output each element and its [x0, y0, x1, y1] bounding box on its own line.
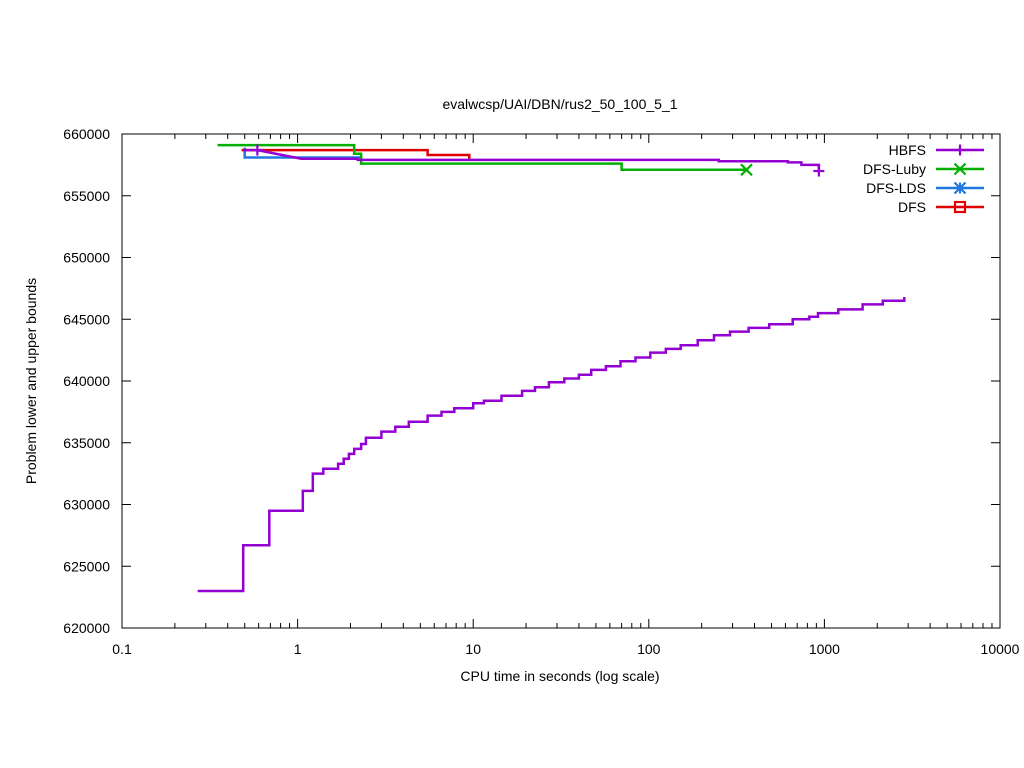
legend-marker-dfs-box: [953, 200, 967, 214]
y-axis-label: Problem lower and upper bounds: [23, 278, 39, 484]
legend-marker-dfs-luby: [953, 162, 967, 176]
legend-marker-dfs: [953, 200, 967, 214]
legend-marker-dfs-lds: [953, 181, 967, 195]
legend-label-dfs-lds: DFS-LDS: [866, 180, 926, 196]
y-tick-label: 620000: [63, 620, 110, 636]
y-tick-label: 640000: [63, 373, 110, 389]
x-tick-label: 10000: [981, 641, 1020, 657]
series-marker-dfs-luby-d2: [740, 163, 753, 177]
legend: HBFS DFS-Luby DFS-LDS DFS: [863, 142, 984, 215]
x-tick-label: 1: [294, 641, 302, 657]
series-hbfs: [197, 144, 906, 593]
series-layer: [197, 143, 906, 593]
x-tick-label: 0.1: [112, 641, 132, 657]
legend-label-dfs: DFS: [898, 199, 926, 215]
series-line-hbfs: [243, 148, 821, 171]
legend-marker-dfs-lds-d2: [953, 181, 967, 195]
y-tick-label: 655000: [63, 188, 110, 204]
x-tick-label: 1000: [809, 641, 840, 657]
series-marker-hbfs: [251, 144, 263, 156]
legend-marker-dfs-luby-d2: [953, 162, 967, 176]
y-axis: 620000 625000 630000 635000 640000 645000 6500…: [63, 126, 1000, 636]
series-line-dfs: [241, 148, 471, 159]
series-marker-dfs-luby: [740, 163, 753, 177]
y-tick-label: 660000: [63, 126, 110, 142]
x-axis-label: CPU time in seconds (log scale): [460, 668, 659, 684]
y-tick-label: 630000: [63, 497, 110, 513]
x-tick-label: 100: [637, 641, 661, 657]
legend-label-dfs-luby: DFS-Luby: [863, 161, 926, 177]
y-tick-label: 625000: [63, 558, 110, 574]
legend-label-hbfs: HBFS: [889, 142, 926, 158]
y-tick-label: 635000: [63, 435, 110, 451]
legend-marker-hbfs: [954, 144, 966, 156]
chart-title: evalwcsp/UAI/DBN/rus2_50_100_5_1: [442, 96, 677, 112]
series-marker-hbfs: [813, 165, 825, 177]
series-dfs: [241, 148, 471, 159]
x-tick-label: 10: [465, 641, 481, 657]
series-line-hbfs: [197, 297, 906, 593]
x-axis: 0.1 1 10 100 1000 10000: [112, 134, 1020, 657]
y-tick-label: 650000: [63, 250, 110, 266]
y-tick-label: 645000: [63, 311, 110, 327]
